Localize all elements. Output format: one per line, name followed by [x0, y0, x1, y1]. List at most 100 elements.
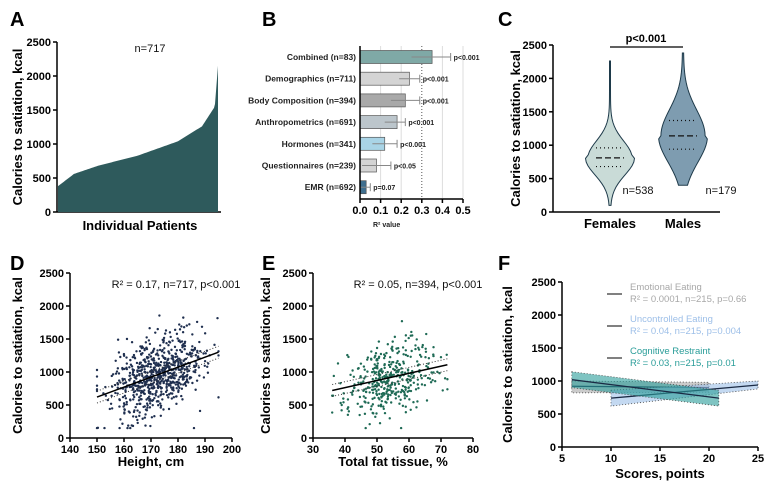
panel-b-pvalue: p=0.07 [373, 185, 395, 192]
panel-e-point [372, 370, 376, 373]
panel-e-point [423, 383, 427, 387]
panel-e-point [377, 370, 380, 374]
panel-b-category-label: Body Composition (n=394) [248, 95, 356, 105]
panel-e-point [386, 388, 389, 391]
panel-label-d: D [10, 253, 24, 275]
panel-b-x-tick-label: 0.0 [352, 205, 367, 217]
panel-d-point [156, 327, 159, 331]
panel-e-point [357, 389, 360, 392]
panel-d-point [200, 325, 204, 328]
panel-d-point [136, 418, 139, 422]
panel-d-point [167, 384, 171, 387]
panel-e-point [389, 386, 392, 389]
panel-d-point [154, 392, 157, 396]
panel-d-point [117, 351, 121, 354]
panel-b-category-label: Demographics (n=711) [265, 74, 356, 84]
panel-d-point [149, 355, 153, 358]
panel-d-point [196, 349, 199, 353]
panel-e-point [385, 373, 388, 376]
panel-d-point [124, 397, 128, 400]
panel-e-point [392, 390, 395, 393]
panel-d-point [159, 360, 163, 364]
panel-d-point [165, 361, 168, 364]
panel-d-point [161, 369, 164, 373]
panel-e-point [432, 346, 435, 349]
panel-e-point [383, 393, 386, 396]
panel-d-point [143, 416, 147, 419]
panel-e-point [411, 376, 415, 379]
panel-d-point [164, 374, 167, 377]
panel-b-x-tick-label: 0.1 [373, 205, 388, 217]
panel-e-point [373, 356, 376, 359]
panel-e-point [408, 379, 412, 382]
panel-d-point [110, 407, 114, 410]
panel-d-point [109, 402, 113, 405]
panel-d-point [157, 395, 160, 398]
panel-e-point [382, 356, 386, 360]
panel-e-point [356, 402, 359, 406]
panel-d-point [103, 426, 106, 430]
panel-d-point [175, 355, 179, 358]
panel-d-y-tick-label: 1000 [40, 367, 64, 379]
panel-e-point [412, 400, 415, 404]
panel-e-point [443, 377, 447, 380]
panel-b-x-tick-label: 0.4 [435, 205, 451, 217]
panel-d-point [142, 358, 145, 362]
panel-e-point [401, 378, 404, 381]
panel-d-point [133, 409, 136, 412]
panel-d-point [170, 397, 174, 400]
panel-d-point [190, 355, 193, 358]
panel-e-point [424, 347, 427, 350]
panel-d-point [183, 382, 187, 385]
panel-e-point [375, 364, 378, 368]
panel-e-x-tick-label: 60 [403, 444, 415, 456]
panel-f-x-tick-label: 10 [605, 453, 617, 465]
panel-d-point [135, 393, 138, 396]
panel-d-point [161, 377, 165, 381]
panel-d-point [161, 398, 164, 401]
panel-e-point [393, 383, 397, 386]
panel-e-point [372, 412, 375, 415]
panel-d-point [148, 362, 151, 365]
panel-d-x-tick-label: 190 [196, 444, 214, 456]
panel-e-point [397, 390, 400, 393]
panel-e-point [378, 392, 381, 396]
panel-e-point [445, 353, 448, 356]
panel-e-point [395, 361, 398, 365]
panel-d-point [122, 352, 126, 356]
panel-d-point [203, 359, 207, 363]
panel-e-point [439, 356, 443, 359]
panel-e-point [374, 415, 377, 419]
panel-d-x-tick-label: 160 [115, 444, 133, 456]
panel-e-point [366, 356, 370, 359]
panel-d-point [206, 371, 210, 374]
panel-d-point [121, 422, 124, 425]
panel-d-point [181, 398, 184, 401]
panel-d-point [168, 352, 171, 355]
panel-e-point [388, 417, 391, 420]
panel-d-point [159, 364, 162, 367]
panel-e-point [431, 379, 434, 382]
panel-d-point [152, 361, 156, 365]
panel-d-point [142, 380, 146, 383]
panel-d-point [144, 424, 147, 427]
panel-d-point [169, 392, 172, 395]
panel-d-y-tick-label: 2500 [40, 268, 64, 280]
panel-d-point [175, 402, 178, 406]
panel-c-category-label: Males [665, 216, 701, 231]
panel-d-point [145, 374, 149, 377]
panel-d-point [138, 372, 141, 376]
panel-d-x-tick-label: 170 [142, 444, 160, 456]
panel-e-x-tick-label: 50 [371, 444, 383, 456]
panel-c-y-tick-label: 2500 [523, 40, 547, 52]
panel-d-point [142, 364, 145, 368]
panel-e-point [402, 353, 405, 356]
panel-d-point [177, 362, 180, 366]
panel-d-point [203, 332, 207, 335]
panel-e-point [375, 358, 379, 361]
panel-d-point [95, 388, 99, 391]
panel-d-point [150, 379, 153, 382]
panel-d-point [153, 396, 156, 400]
panel-d-point [197, 366, 201, 369]
panel-d-point [193, 348, 197, 351]
